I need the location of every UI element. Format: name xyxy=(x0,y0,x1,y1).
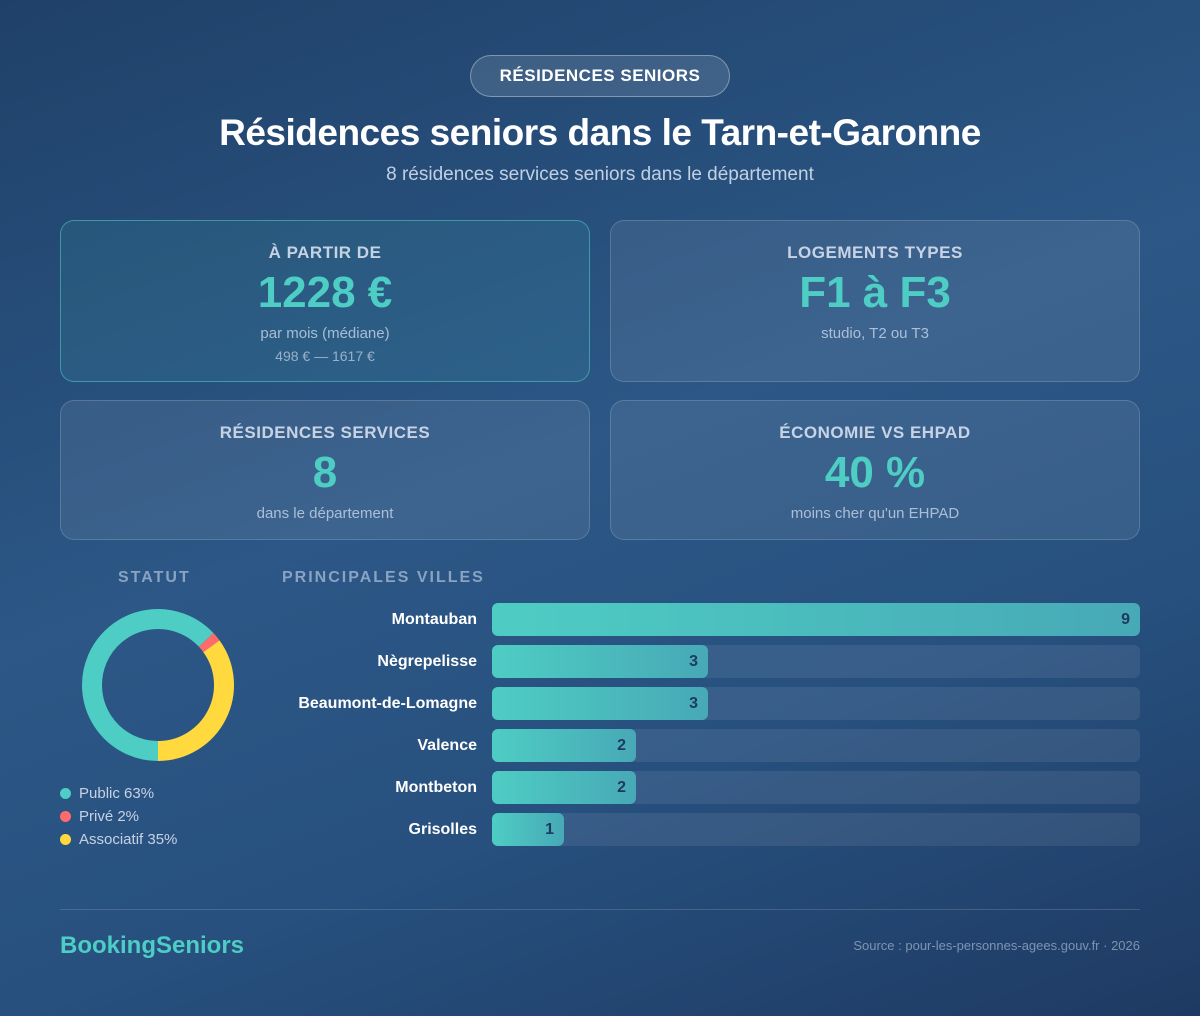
legend-label-public: Public 63% xyxy=(79,785,155,802)
residences-card-sub: dans le département xyxy=(256,505,394,522)
bar-track: 3 xyxy=(492,687,1140,720)
housing-card-label: LOGEMENTS TYPES xyxy=(787,243,963,262)
bar-label: Montauban xyxy=(391,611,477,628)
savings-card: ÉCONOMIE VS EHPAD 40 % moins cher qu'un … xyxy=(610,400,1140,540)
savings-card-value: 40 % xyxy=(824,448,926,497)
bar-value-label: 2 xyxy=(617,779,626,796)
residences-card-label: RÉSIDENCES SERVICES xyxy=(219,423,431,442)
legend-dot-prive xyxy=(60,811,71,822)
bar-label: Valence xyxy=(417,737,477,754)
legend-item-associatif: Associatif 35% xyxy=(60,828,177,851)
bar: 2 xyxy=(492,771,636,804)
bar-value-label: 3 xyxy=(689,653,698,670)
price-card-value: 1228 € xyxy=(257,268,393,317)
bar-label: Montbeton xyxy=(395,779,477,796)
bar-label: Grisolles xyxy=(408,821,477,838)
bar-track: 2 xyxy=(492,771,1140,804)
bar-value-label: 2 xyxy=(617,737,626,754)
status-donut-chart xyxy=(82,609,234,761)
bar-track: 2 xyxy=(492,729,1140,762)
donut-legend: Public 63% Privé 2% Associatif 35% xyxy=(60,782,177,851)
bar-value-label: 9 xyxy=(1121,611,1130,628)
legend-dot-public xyxy=(60,788,71,799)
bar-row: Valence 2 xyxy=(260,729,1140,762)
savings-card-label: ÉCONOMIE VS EHPAD xyxy=(779,423,971,442)
bar-label: Beaumont-de-Lomagne xyxy=(298,695,477,712)
bar-track: 3 xyxy=(492,645,1140,678)
price-card: À PARTIR DE 1228 € par mois (médiane) 49… xyxy=(60,220,590,382)
bar-row: Beaumont-de-Lomagne 3 xyxy=(260,687,1140,720)
bar: 9 xyxy=(492,603,1140,636)
statut-heading: STATUT xyxy=(118,569,191,586)
bar-row: Nègrepelisse 3 xyxy=(260,645,1140,678)
residences-card-value: 8 xyxy=(312,448,338,497)
villes-heading: PRINCIPALES VILLES xyxy=(282,569,485,586)
bar-row: Grisolles 1 xyxy=(260,813,1140,846)
housing-card-value: F1 à F3 xyxy=(799,268,951,317)
savings-card-sub: moins cher qu'un EHPAD xyxy=(790,505,960,522)
bar-value-label: 1 xyxy=(545,821,554,838)
source-note: Source : pour-les-personnes-agees.gouv.f… xyxy=(853,938,1140,953)
price-card-sub: par mois (médiane) xyxy=(260,325,390,342)
bar-track: 9 xyxy=(492,603,1140,636)
bar: 1 xyxy=(492,813,564,846)
legend-dot-associatif xyxy=(60,834,71,845)
price-card-label: À PARTIR DE xyxy=(268,243,382,262)
legend-item-prive: Privé 2% xyxy=(60,805,177,828)
legend-item-public: Public 63% xyxy=(60,782,177,805)
category-badge: RÉSIDENCES SENIORS xyxy=(470,55,730,97)
bar-row: Montauban 9 xyxy=(260,603,1140,636)
donut-slice-associatif xyxy=(157,640,234,761)
residences-card: RÉSIDENCES SERVICES 8 dans le départemen… xyxy=(60,400,590,540)
price-card-range: 498 € — 1617 € xyxy=(275,348,375,364)
bar-value-label: 3 xyxy=(689,695,698,712)
bar: 3 xyxy=(492,687,708,720)
bar-track: 1 xyxy=(492,813,1140,846)
page-title: Résidences seniors dans le Tarn-et-Garon… xyxy=(219,112,981,153)
page-subtitle: 8 résidences services seniors dans le dé… xyxy=(386,164,814,185)
bar-label: Nègrepelisse xyxy=(377,653,477,670)
bar: 3 xyxy=(492,645,708,678)
legend-label-associatif: Associatif 35% xyxy=(79,831,178,848)
footer-divider xyxy=(60,909,1140,910)
bar-row: Montbeton 2 xyxy=(260,771,1140,804)
brand-logo: BookingSeniors xyxy=(60,932,245,959)
housing-card: LOGEMENTS TYPES F1 à F3 studio, T2 ou T3 xyxy=(610,220,1140,382)
legend-label-prive: Privé 2% xyxy=(79,808,140,825)
housing-card-sub: studio, T2 ou T3 xyxy=(821,325,929,342)
donut-slice-prive xyxy=(198,632,220,653)
donut-slice-public xyxy=(82,609,214,761)
bar: 2 xyxy=(492,729,636,762)
